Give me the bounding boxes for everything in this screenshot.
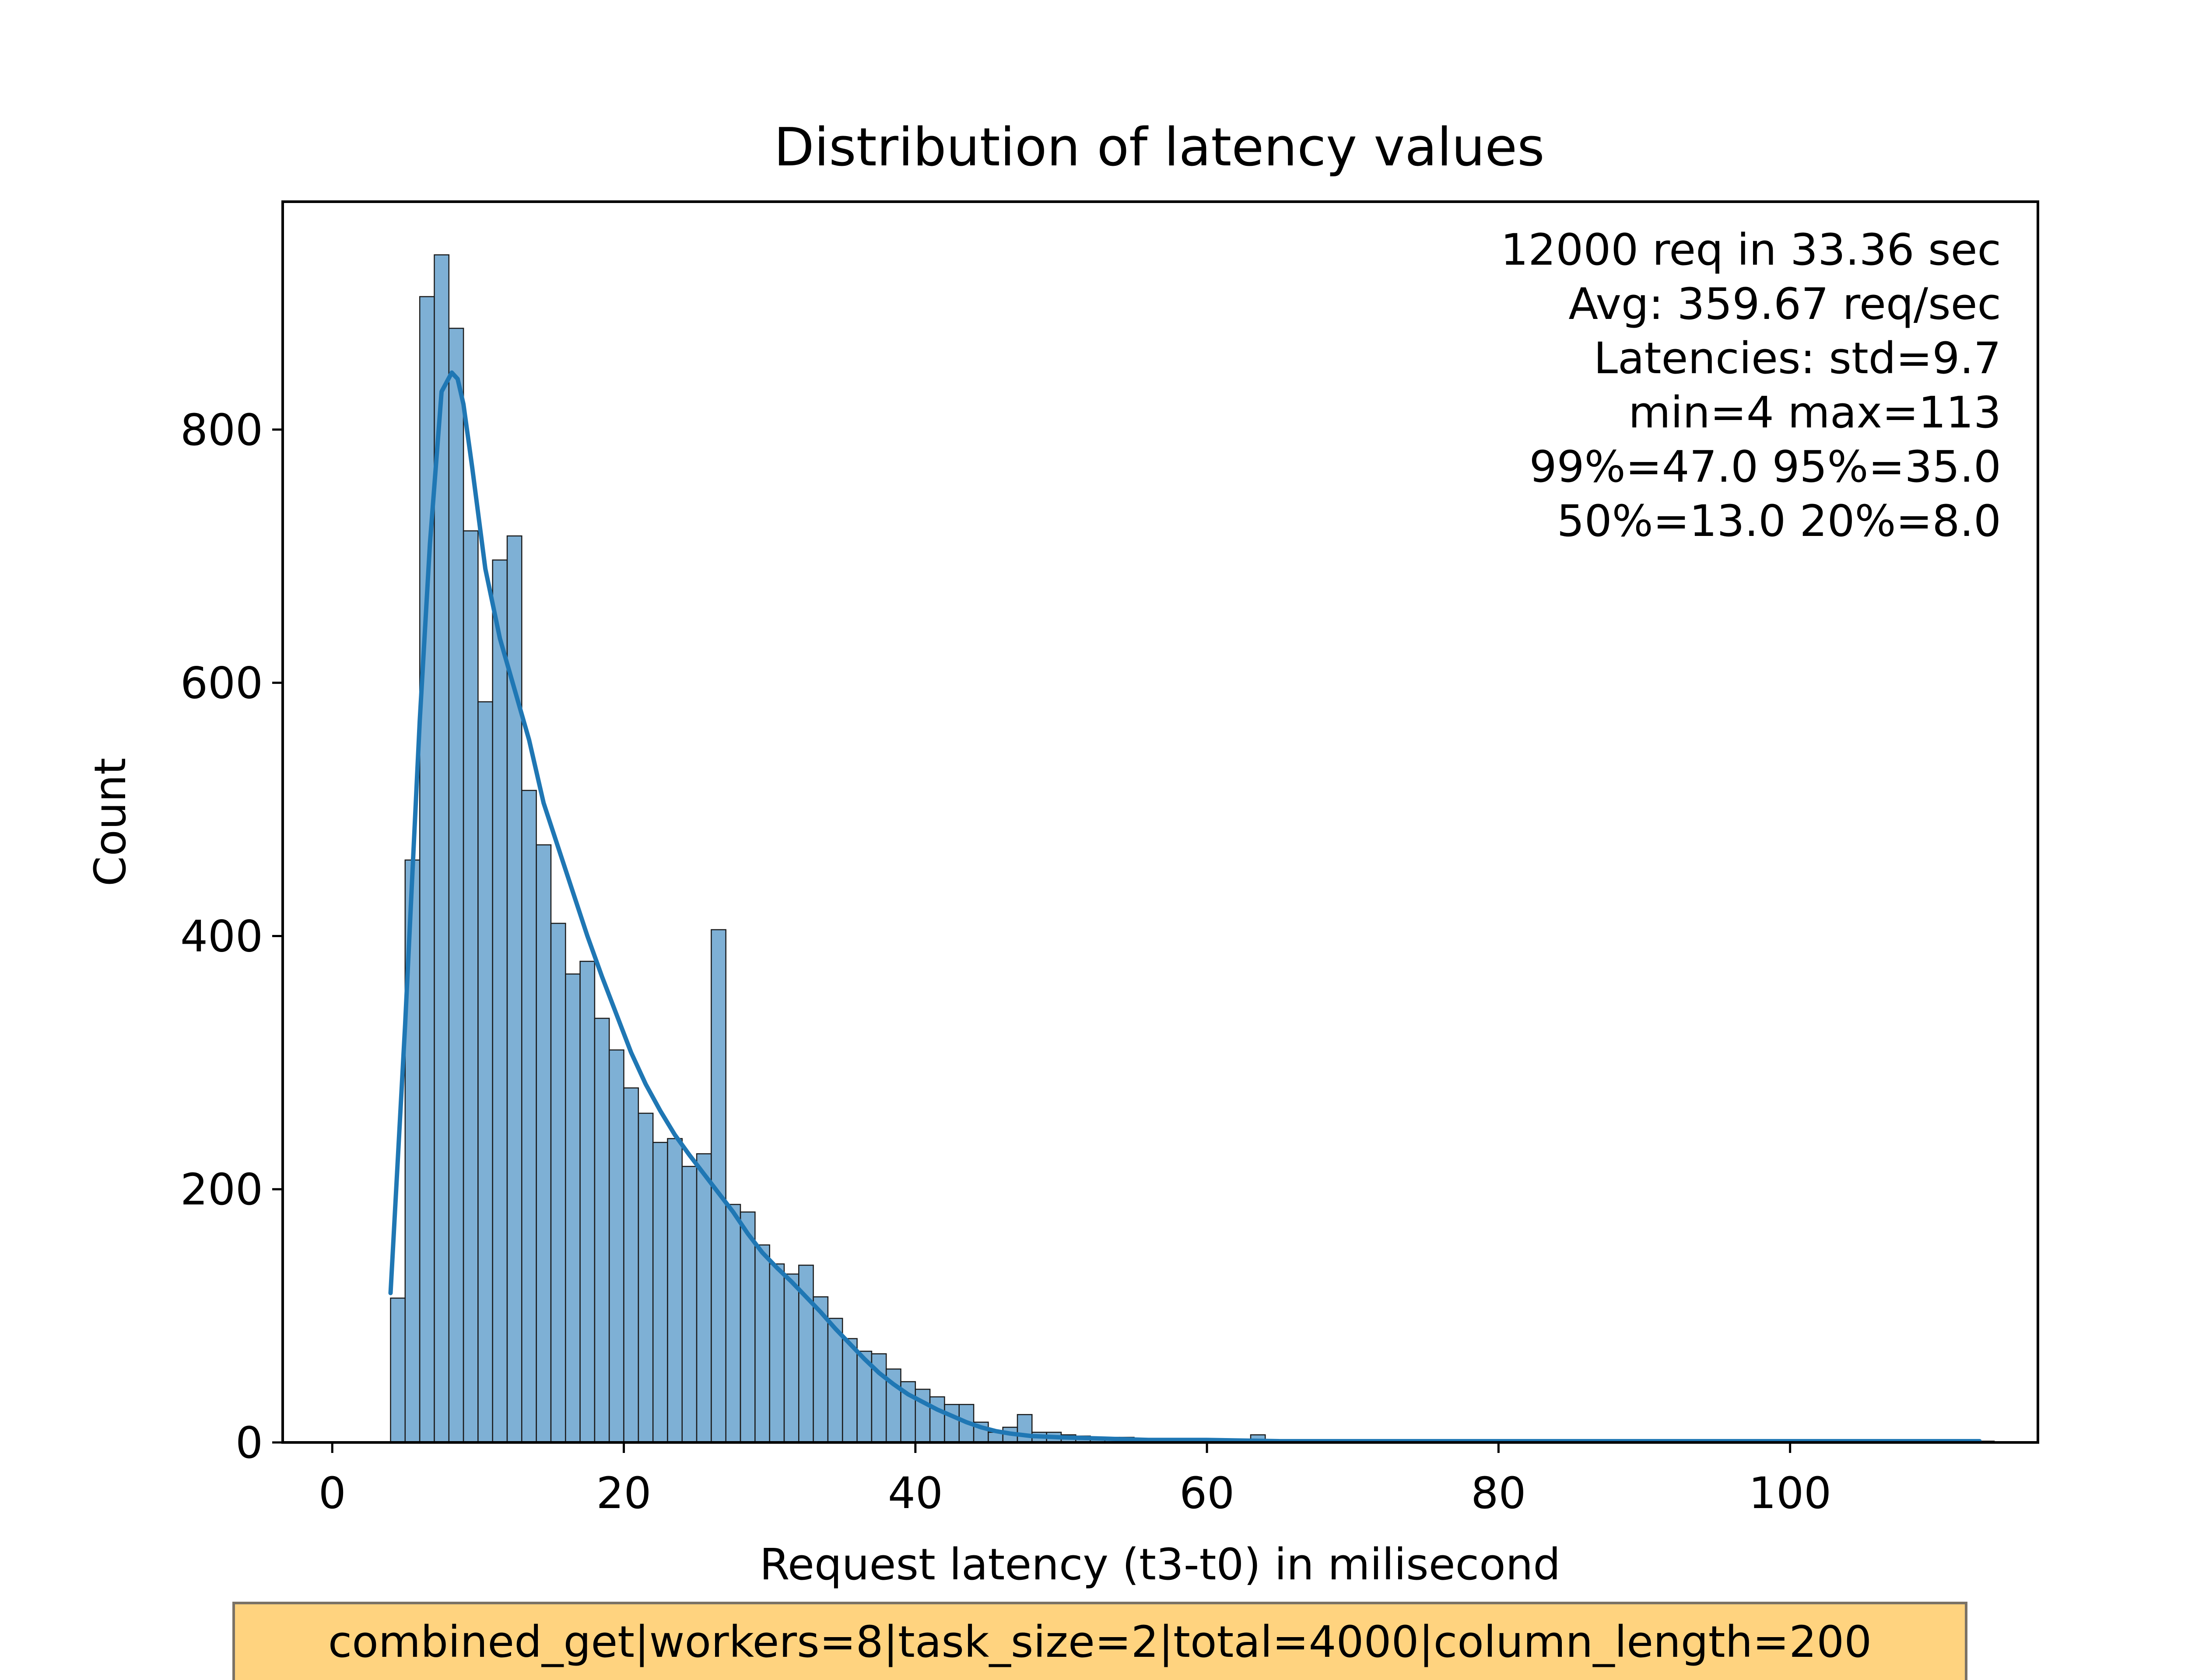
x-tick-label: 40	[888, 1468, 943, 1519]
histogram-bar	[492, 559, 508, 1443]
run-config-label: combined_get|workers=8|task_size=2|total…	[232, 1602, 1967, 1680]
annotation-line: Avg: 359.67 req/sec	[1568, 279, 2001, 329]
histogram-bar	[463, 530, 479, 1443]
histogram-bar	[667, 1138, 683, 1443]
histogram-bar	[681, 1166, 698, 1443]
histogram-bar	[390, 1297, 406, 1443]
kde-line	[388, 370, 1982, 1444]
histogram-bar	[536, 844, 552, 1443]
histogram-bar	[769, 1263, 785, 1443]
y-tick-label: 200	[180, 1165, 263, 1215]
histogram-bar	[827, 1318, 843, 1443]
histogram-bar	[842, 1338, 858, 1443]
annotation-line: min=4 max=113	[1628, 388, 2001, 438]
y-axis-label: Count	[85, 758, 136, 886]
histogram-bar	[696, 1153, 712, 1443]
histogram-bar	[594, 1018, 610, 1443]
annotation-line: Latencies: std=9.7	[1594, 333, 2001, 384]
y-tick-label: 400	[180, 911, 263, 962]
x-tick-label: 100	[1749, 1468, 1831, 1519]
histogram-bar	[725, 1204, 741, 1443]
histogram-bar	[783, 1273, 799, 1443]
histogram-bar	[754, 1244, 770, 1443]
x-tick-label: 0	[319, 1468, 346, 1519]
y-tick-label: 800	[180, 405, 263, 455]
histogram-bar	[448, 328, 464, 1443]
histogram-bar	[579, 961, 596, 1443]
histogram-bar	[813, 1296, 829, 1443]
y-tick-label: 600	[180, 658, 263, 709]
histogram-bar	[652, 1141, 668, 1443]
histogram-bar	[740, 1211, 756, 1443]
histogram-bar	[419, 296, 435, 1443]
annotation-line: 50%=13.0 20%=8.0	[1557, 496, 2001, 546]
y-tick-label: 0	[235, 1418, 263, 1468]
histogram-bar	[565, 973, 581, 1443]
x-tick-label: 20	[596, 1468, 652, 1519]
x-tick-label: 80	[1471, 1468, 1526, 1519]
chart-title: Distribution of latency values	[774, 117, 1544, 178]
x-axis-ticks: 0 20 40 60 80 100	[319, 1442, 1831, 1519]
histogram-bar	[550, 923, 566, 1443]
histogram-bar	[477, 701, 493, 1443]
plot-area-frame	[281, 200, 2039, 1444]
annotation-line: 99%=47.0 95%=35.0	[1529, 442, 2001, 492]
histogram-bar	[929, 1396, 945, 1443]
histogram-bar	[608, 1049, 624, 1443]
x-axis-label: Request latency (t3-t0) in milisecond	[760, 1540, 1561, 1590]
histogram-bar	[638, 1113, 654, 1443]
histogram-bar	[623, 1087, 639, 1443]
histogram-bar	[1017, 1414, 1033, 1443]
histogram-bar	[521, 790, 537, 1443]
y-axis-ticks: 0 200 400 600 800	[180, 405, 283, 1468]
x-tick-label: 60	[1179, 1468, 1234, 1519]
annotation-line: 12000 req in 33.36 sec	[1501, 225, 2001, 275]
histogram-bar	[944, 1404, 960, 1443]
